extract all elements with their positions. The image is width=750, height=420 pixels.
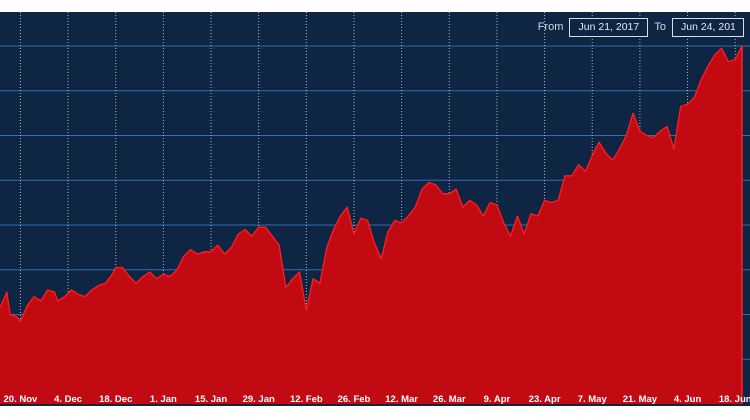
x-axis-tick-labels: 20. Nov 4. Dec 18. Dec 1. Jan 15. Jan 29. Jan… [4,394,750,405]
x-tick-label: 7. May [578,394,608,405]
x-tick-label: 4. Dec [54,394,82,405]
to-label: To [654,21,666,33]
series-layer [0,45,743,404]
bottom-margin [0,406,750,420]
x-tick-label: 23. Apr [529,394,561,405]
series-line [0,45,743,322]
top-margin [0,0,750,12]
x-tick-label: 9. Apr [484,394,511,405]
to-date-input[interactable] [672,17,744,37]
x-tick-label: 26. Mar [433,394,466,405]
x-tick-label: 12. Feb [290,394,323,405]
from-label: From [537,21,564,33]
x-tick-label: 12. Mar [385,394,418,405]
from-date-input[interactable] [569,17,649,37]
x-tick-label: 18. Dec [99,394,132,405]
x-tick-label: 21. May [623,394,658,405]
x-tick-label: 20. Nov [4,394,39,405]
x-tick-label: 18. Jun [719,394,750,405]
x-tick-label: 4. Jun [674,394,702,405]
x-tick-label: 29. Jan [243,394,275,405]
date-range-selector: From To [538,17,744,37]
x-tick-label: 15. Jan [195,394,227,405]
x-tick-label: 1. Jan [150,394,177,405]
series-area [0,46,742,404]
x-tick-label: 26. Feb [338,394,371,405]
